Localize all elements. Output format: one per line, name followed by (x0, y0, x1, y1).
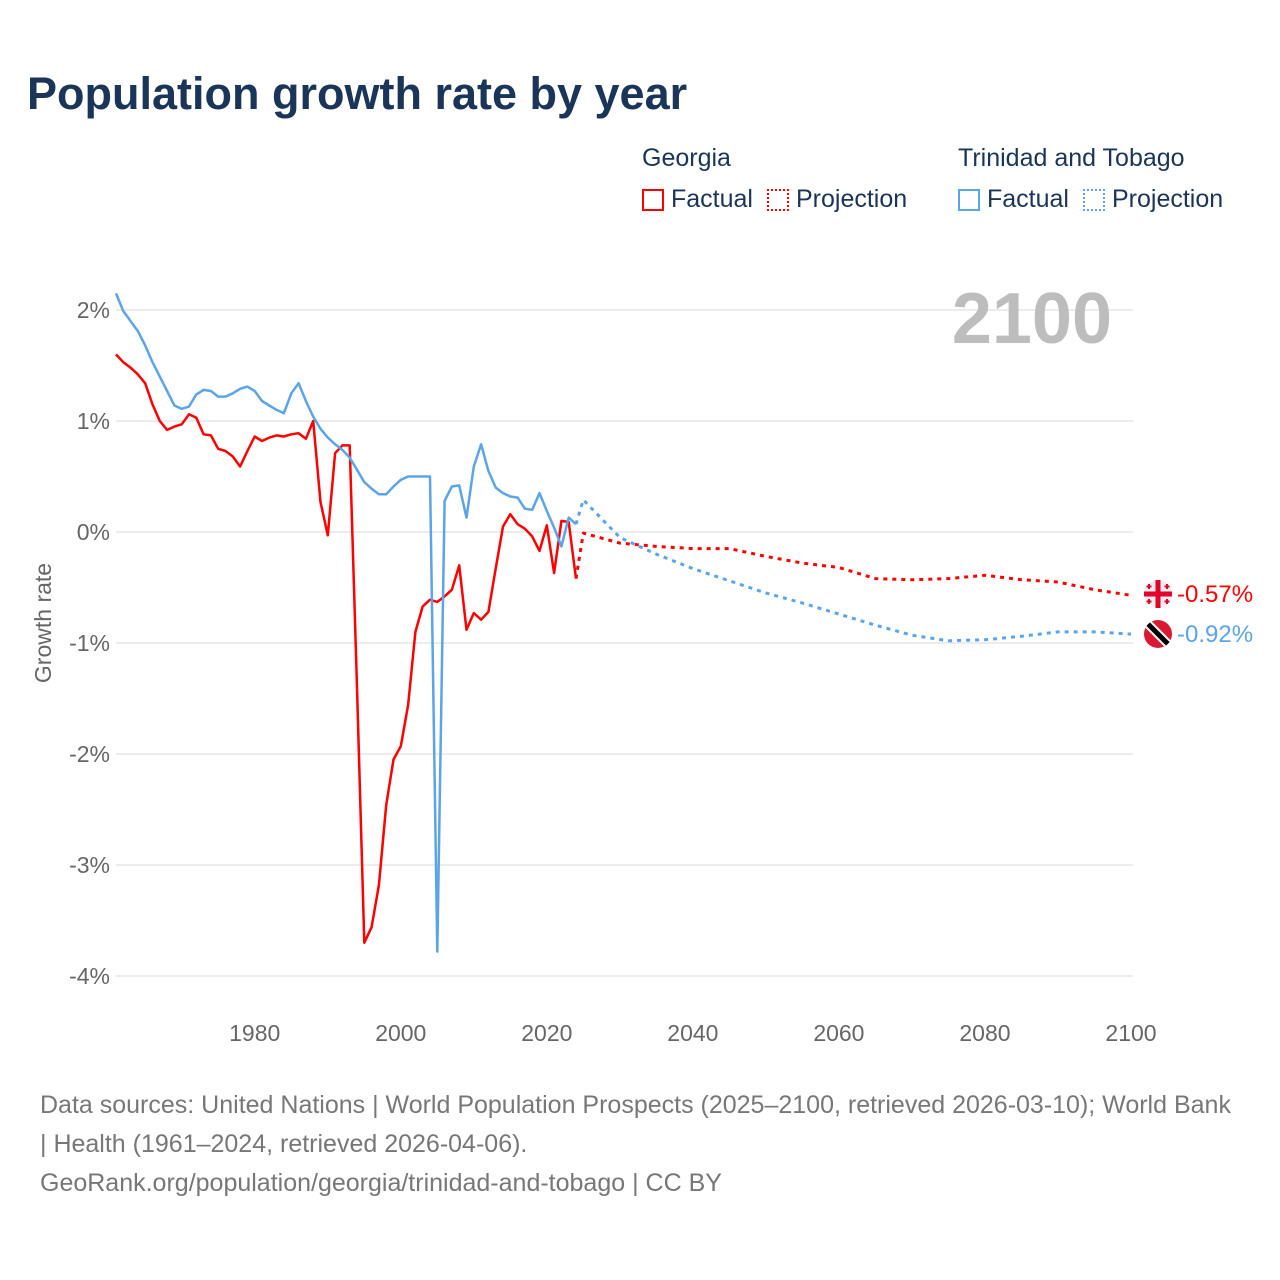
series-line-georgia-factual (115, 353, 578, 944)
series-line-georgia-projection (574, 531, 1132, 597)
y-tick-label: -3% (69, 852, 110, 878)
y-axis-label: Growth rate (30, 563, 56, 683)
x-tick-label: 2060 (813, 1020, 864, 1046)
swatch-dotted-icon (766, 188, 789, 211)
legend-georgia-factual[interactable]: Factual (642, 185, 753, 214)
y-tick-label: -1% (69, 630, 110, 656)
y-tick-label: 0% (77, 519, 110, 545)
x-tick-label: 2100 (1105, 1020, 1156, 1046)
legend-georgia-projection[interactable]: Projection (766, 185, 908, 214)
footer: Data sources: United Nations | World Pop… (40, 1086, 1240, 1203)
swatch-solid-icon (642, 188, 664, 211)
x-tick-label: 1980 (229, 1020, 280, 1046)
legend-tt-factual[interactable]: Factual (958, 185, 1069, 214)
source-link[interactable]: GeoRank.org/population/georgia/trinidad-… (40, 1169, 722, 1197)
y-tick-label: 1% (77, 408, 110, 434)
year-indicator: 2100 (952, 279, 1112, 359)
data-sources: Data sources: United Nations | World Pop… (40, 1091, 1231, 1158)
legend-label: Projection (795, 185, 908, 213)
legend-group-title: Georgia (642, 144, 731, 172)
x-tick-label: 2080 (959, 1020, 1010, 1046)
legend-label: Projection (1111, 185, 1224, 213)
legend-trinidad: Trinidad and Tobago Factual Projection (958, 144, 1237, 218)
legend-label: Factual (671, 185, 753, 213)
legend-tt-projection[interactable]: Projection (1082, 185, 1224, 214)
swatch-solid-icon (958, 188, 980, 211)
georgia-flag-icon (1144, 580, 1172, 608)
tt-end-label: -0.92% (1177, 621, 1253, 648)
x-tick-label: 2000 (375, 1020, 426, 1046)
swatch-dotted-icon (1082, 188, 1105, 211)
y-tick-label: -2% (69, 741, 110, 767)
legend-label: Factual (987, 185, 1069, 213)
x-tick-label: 2040 (667, 1020, 718, 1046)
series-line-trinidad-and-tobago-factual (114, 292, 577, 953)
y-tick-label: -4% (69, 963, 110, 989)
trinidad-flag-icon (1144, 620, 1172, 648)
georgia-end-label: -0.57% (1177, 581, 1253, 608)
x-tick-label: 2020 (521, 1020, 572, 1046)
series-line-trinidad-and-tobago-projection (574, 498, 1132, 643)
chart-title: Population growth rate by year (27, 68, 688, 119)
legend-georgia: Georgia Factual Projection (642, 144, 921, 218)
y-tick-label: 2% (77, 297, 110, 323)
legend-group-title: Trinidad and Tobago (958, 144, 1185, 172)
